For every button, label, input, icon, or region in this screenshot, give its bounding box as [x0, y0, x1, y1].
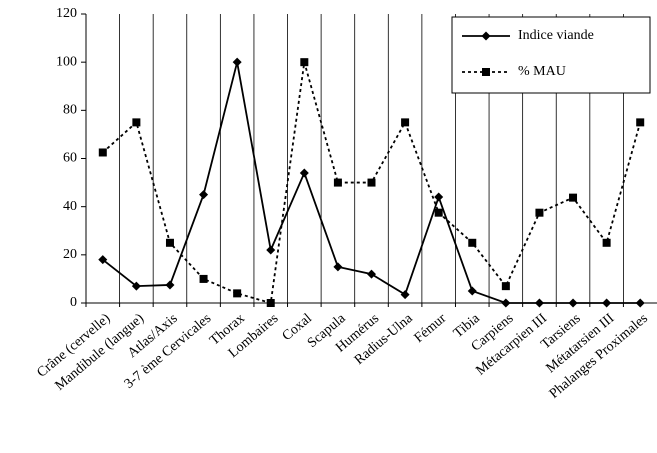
marker [467, 286, 477, 296]
y-tick-label: 100 [56, 54, 77, 69]
marker [434, 192, 444, 202]
marker [636, 118, 645, 127]
marker [501, 282, 510, 291]
marker [98, 148, 107, 157]
marker [131, 281, 141, 291]
y-tick-label: 120 [56, 6, 77, 21]
marker [266, 299, 275, 307]
legend-box [451, 16, 651, 94]
marker [165, 238, 174, 247]
y-tick-label: 80 [63, 103, 77, 118]
marker [98, 255, 108, 265]
marker [501, 298, 511, 308]
y-tick-label: 60 [63, 151, 77, 166]
marker [635, 298, 645, 308]
y-tick-label: 40 [63, 199, 77, 214]
marker [434, 208, 443, 217]
marker [333, 178, 342, 187]
marker [602, 298, 612, 308]
marker [468, 238, 477, 247]
x-tick-label: Fémur [412, 311, 450, 346]
marker [569, 193, 578, 202]
marker [300, 58, 309, 67]
marker [165, 280, 175, 290]
marker [367, 269, 376, 279]
marker [299, 168, 309, 178]
marker [534, 298, 544, 308]
marker [481, 31, 491, 41]
legend-label: Indice viande [518, 28, 594, 43]
marker [482, 68, 490, 76]
marker [568, 298, 578, 308]
marker [199, 274, 208, 283]
marker [266, 245, 276, 255]
legend-label: % MAU [518, 64, 566, 79]
y-tick-label: 20 [63, 247, 77, 262]
marker [199, 190, 209, 200]
marker [400, 290, 410, 300]
marker [333, 262, 343, 272]
marker [401, 118, 410, 127]
marker [132, 118, 141, 127]
marker [232, 57, 242, 67]
marker [535, 208, 544, 217]
marker [602, 238, 611, 247]
marker [233, 289, 242, 298]
y-tick-label: 0 [70, 295, 77, 310]
marker [367, 178, 376, 187]
